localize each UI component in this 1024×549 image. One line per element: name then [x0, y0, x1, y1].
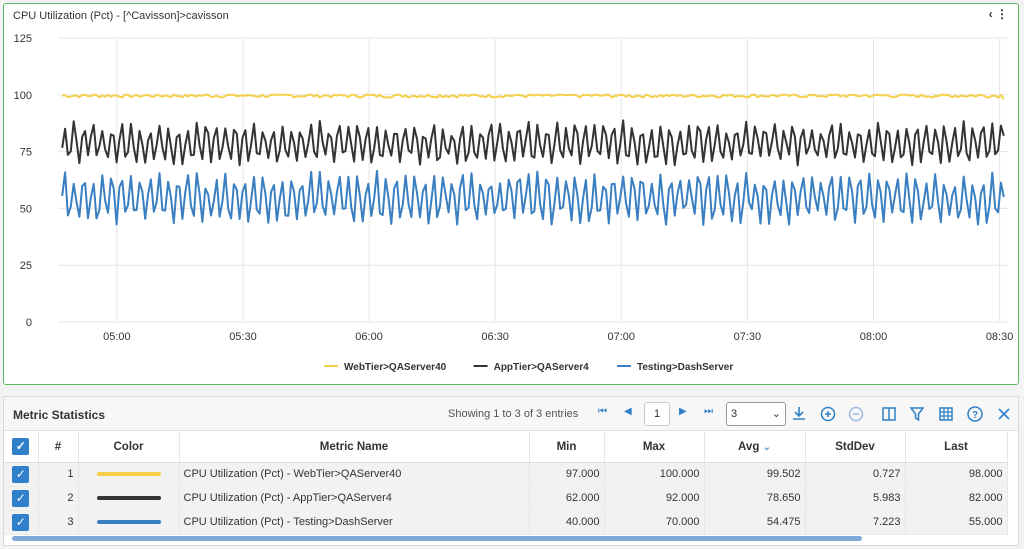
help-icon[interactable]: ? [966, 405, 984, 423]
x-tick-label: 08:00 [860, 331, 888, 343]
row-index: 2 [38, 486, 79, 511]
row-metric-name: CPU Utilization (Pct) - AppTier>QAServer… [179, 486, 530, 511]
table-header-row: ✓ # Color Metric Name Min Max Avg ⌄ StdD… [4, 432, 1008, 463]
filter-icon[interactable] [908, 405, 926, 423]
legend-label: Testing>DashServer [637, 362, 733, 373]
download-icon[interactable] [790, 405, 808, 423]
col-min[interactable]: Min [529, 432, 605, 463]
col-max[interactable]: Max [604, 432, 705, 463]
col-avg[interactable]: Avg ⌄ [704, 432, 806, 463]
row-max: 92.000 [604, 486, 705, 511]
stats-table: ✓ # Color Metric Name Min Max Avg ⌄ StdD… [4, 432, 1008, 535]
series-line [62, 93, 1005, 100]
series-line [61, 119, 1005, 167]
row-last: 98.000 [905, 462, 1008, 487]
last-page-icon[interactable]: ⏭ [704, 406, 713, 417]
row-avg: 99.502 [704, 462, 806, 487]
row-index: 1 [38, 462, 79, 487]
row-min: 97.000 [529, 462, 605, 487]
col-last[interactable]: Last [905, 432, 1008, 463]
horizontal-scrollbar[interactable] [12, 536, 862, 541]
row-checkbox-cell[interactable]: ✓ [4, 510, 39, 535]
y-tick-label: 75 [20, 147, 32, 159]
rows-per-page-value: 3 [731, 408, 738, 420]
table-row[interactable]: ✓ 1 CPU Utilization (Pct) - WebTier>QAServ… [4, 462, 1008, 487]
row-min: 62.000 [529, 486, 605, 511]
x-tick-label: 07:30 [734, 331, 762, 343]
row-avg: 78.650 [704, 486, 806, 511]
row-checkbox[interactable]: ✓ [12, 489, 30, 507]
y-tick-label: 25 [20, 260, 32, 272]
chart-title: CPU Utilization (Pct) - [^Cavisson]>cavi… [13, 10, 229, 22]
row-metric-name: CPU Utilization (Pct) - Testing>DashServ… [179, 510, 530, 535]
color-swatch[interactable] [96, 520, 161, 525]
metric-statistics-panel: Metric Statistics Showing 1 to 3 of 3 en… [3, 396, 1019, 546]
entries-info: Showing 1 to 3 of 3 entries [448, 408, 579, 420]
page-number-input[interactable]: 1 [644, 402, 670, 426]
first-page-icon[interactable]: ⏮ [598, 406, 607, 417]
columns-icon[interactable] [880, 405, 898, 423]
y-tick-label: 0 [26, 317, 32, 329]
x-tick-label: 05:30 [229, 331, 257, 343]
row-avg: 54.475 [704, 510, 806, 535]
series-line [61, 169, 1005, 226]
sort-desc-icon: ⌄ [762, 441, 771, 453]
table-row[interactable]: ✓ 3 CPU Utilization (Pct) - Testing>DashSe… [4, 510, 1008, 535]
svg-text:?: ? [972, 410, 978, 421]
x-tick-label: 06:30 [481, 331, 509, 343]
prev-page-icon[interactable]: ◀ [624, 406, 632, 417]
zoom-in-icon[interactable] [819, 405, 837, 423]
row-min: 40.000 [529, 510, 605, 535]
select-all-checkbox[interactable]: ✓ [12, 438, 30, 456]
y-tick-label: 50 [20, 203, 32, 215]
color-swatch[interactable] [96, 472, 161, 477]
grid-icon[interactable] [937, 405, 955, 423]
row-color [78, 486, 180, 511]
color-swatch[interactable] [96, 496, 161, 501]
col-color[interactable]: Color [78, 432, 180, 463]
row-stddev: 0.727 [805, 462, 906, 487]
row-max: 100.000 [604, 462, 705, 487]
rows-per-page-select[interactable]: 3 ⌄ [726, 402, 786, 426]
line-chart: 0 25 50 75 100 125 05:00 05:30 06:00 06:30 07:00 07… [14, 33, 1014, 373]
x-tick-label: 06:00 [355, 331, 383, 343]
row-color [78, 462, 180, 487]
row-max: 70.000 [604, 510, 705, 535]
row-checkbox-cell[interactable]: ✓ [4, 462, 39, 487]
y-tick-label: 125 [14, 33, 32, 45]
legend-label: AppTier>QAServer4 [494, 362, 590, 373]
legend-label: WebTier>QAServer40 [344, 362, 447, 373]
col-avg-label: Avg [738, 440, 760, 453]
zoom-out-icon[interactable] [847, 405, 865, 423]
chart-menu-icon[interactable]: ‹ ⋮ [988, 7, 1008, 21]
col-index[interactable]: # [38, 432, 79, 463]
table-row[interactable]: ✓ 2 CPU Utilization (Pct) - AppTier>QAServ… [4, 486, 1008, 511]
select-all-cell[interactable]: ✓ [4, 432, 39, 463]
next-page-icon[interactable]: ▶ [679, 406, 687, 417]
row-metric-name: CPU Utilization (Pct) - WebTier>QAServer… [179, 462, 530, 487]
col-stddev[interactable]: StdDev [805, 432, 906, 463]
x-tick-label: 07:00 [608, 331, 636, 343]
row-last: 82.000 [905, 486, 1008, 511]
col-metric-name[interactable]: Metric Name [179, 432, 530, 463]
close-icon[interactable] [995, 405, 1013, 423]
row-stddev: 7.223 [805, 510, 906, 535]
stats-title: Metric Statistics [13, 408, 106, 422]
row-index: 3 [38, 510, 79, 535]
row-last: 55.000 [905, 510, 1008, 535]
row-stddev: 5.983 [805, 486, 906, 511]
row-color [78, 510, 180, 535]
chevron-down-icon: ⌄ [771, 408, 781, 420]
row-checkbox[interactable]: ✓ [12, 465, 30, 483]
row-checkbox-cell[interactable]: ✓ [4, 486, 39, 511]
chart-panel: CPU Utilization (Pct) - [^Cavisson]>cavi… [3, 3, 1019, 385]
row-checkbox[interactable]: ✓ [12, 513, 30, 531]
x-tick-label: 05:00 [103, 331, 131, 343]
stats-toolbar: Metric Statistics Showing 1 to 3 of 3 en… [4, 397, 1018, 431]
y-tick-label: 100 [14, 90, 32, 102]
x-tick-label: 08:30 [986, 331, 1014, 343]
